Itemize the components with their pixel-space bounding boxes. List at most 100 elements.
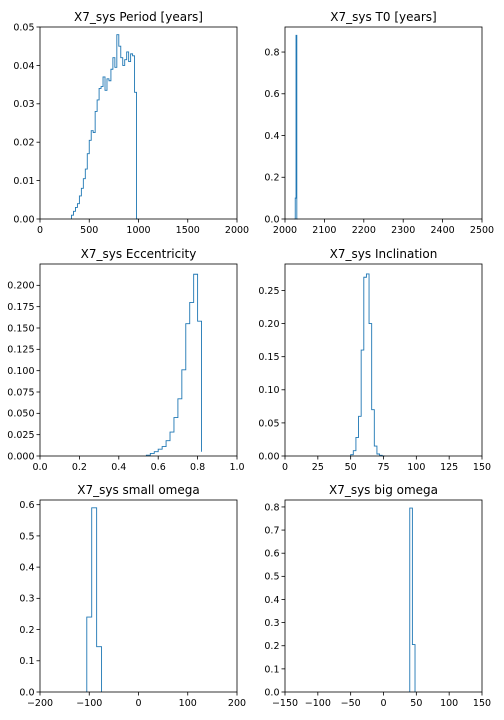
y-tick-label: 0.04 bbox=[13, 61, 34, 72]
x-tick-label: 75 bbox=[377, 462, 389, 473]
y-tick-label: 0.6 bbox=[264, 549, 279, 560]
x-tick-label: 0.4 bbox=[111, 462, 126, 473]
y-tick-label: 0.10 bbox=[258, 385, 279, 396]
histogram-series bbox=[71, 34, 139, 220]
x-tick-label: 0.2 bbox=[72, 462, 87, 473]
y-tick-label: 0.025 bbox=[7, 430, 34, 441]
axes-frame bbox=[284, 26, 483, 220]
x-tick-label: 50 bbox=[410, 698, 422, 709]
y-tick-label: 0.1 bbox=[264, 664, 279, 675]
x-tick-label: 0 bbox=[380, 698, 386, 709]
subplot-5: −200 −100 0 100 200 0.0 0.1 0.2 0.3 0.4 0.5 0.6 X7_s… bbox=[19, 483, 246, 709]
y-tick-label: 0.2 bbox=[264, 173, 279, 184]
y-tick-label: 0.03 bbox=[13, 99, 34, 110]
x-tick-label: 2100 bbox=[312, 225, 336, 236]
y-tick-label: 0.3 bbox=[19, 594, 34, 605]
subplot-title: X7_sys Period [years] bbox=[74, 10, 203, 24]
subplot-6: −150 −100 −50 0 50 100 150 0.0 0.1 0.2 0.3 0.4 0.5 0.… bbox=[264, 483, 491, 709]
x-tick-label: 2000 bbox=[273, 225, 297, 236]
x-tick-label: 100 bbox=[440, 698, 458, 709]
y-tick-label: 0.5 bbox=[264, 572, 279, 583]
y-tick-label: 0.0 bbox=[19, 687, 34, 698]
x-tick-label: −200 bbox=[27, 698, 53, 709]
x-tick-label: 500 bbox=[80, 225, 98, 236]
y-tick-label: 0.200 bbox=[7, 281, 34, 292]
y-tick-label: 0.075 bbox=[7, 387, 34, 398]
x-tick-label: 2200 bbox=[352, 225, 376, 236]
subplot-2: 2000 2100 2200 2300 2400 2500 0.0 0.2 0.4 0.6 0.8 X… bbox=[264, 10, 494, 236]
y-tick-label: 0.4 bbox=[264, 131, 279, 142]
x-tick-label: −100 bbox=[76, 698, 102, 709]
y-tick-label: 0.4 bbox=[264, 595, 279, 606]
axes-frame bbox=[39, 263, 238, 457]
histogram-series bbox=[350, 273, 385, 457]
y-tick-label: 0.150 bbox=[7, 323, 34, 334]
x-tick-label: 150 bbox=[473, 462, 491, 473]
x-tick-label: 1500 bbox=[176, 225, 200, 236]
y-tick-label: 0.0 bbox=[264, 687, 279, 698]
x-tick-label: −100 bbox=[305, 698, 331, 709]
histogram-series bbox=[409, 507, 416, 692]
x-tick-label: 2500 bbox=[470, 225, 494, 236]
histogram-series bbox=[86, 507, 103, 692]
subplot-4: 0 25 50 75 100 125 150 0.00 0.05 0.10 0.15 0.20 0.25… bbox=[258, 247, 491, 473]
subplot-title: X7_sys small omega bbox=[77, 483, 199, 497]
y-tick-label: 0.6 bbox=[264, 89, 279, 100]
y-tick-label: 0.0 bbox=[264, 214, 279, 225]
y-tick-label: 0.00 bbox=[13, 214, 34, 225]
y-tick-label: 0.000 bbox=[7, 451, 34, 462]
y-tick-label: 0.2 bbox=[264, 641, 279, 652]
x-tick-label: 0.8 bbox=[190, 462, 205, 473]
y-tick-label: 0.2 bbox=[19, 625, 34, 636]
subplot-1: 0 500 1000 1500 2000 0.00 0.01 0.02 0.03 0.04 0.05… bbox=[13, 10, 249, 236]
x-tick-label: −150 bbox=[272, 698, 298, 709]
x-tick-label: 100 bbox=[407, 462, 425, 473]
x-tick-label: 100 bbox=[179, 698, 197, 709]
y-tick-label: 0.3 bbox=[264, 618, 279, 629]
subplot-title: X7_sys Inclination bbox=[330, 247, 438, 261]
x-tick-label: 200 bbox=[228, 698, 246, 709]
x-tick-label: 0 bbox=[282, 462, 288, 473]
y-tick-label: 0.6 bbox=[19, 500, 34, 511]
y-tick-label: 0.8 bbox=[264, 47, 279, 58]
y-tick-label: 0.125 bbox=[7, 345, 34, 356]
y-tick-label: 0.5 bbox=[19, 531, 34, 542]
y-tick-label: 0.00 bbox=[258, 451, 279, 462]
y-tick-label: 0.02 bbox=[13, 138, 34, 149]
x-tick-label: 0 bbox=[135, 698, 141, 709]
subplot-title: X7_sys Eccentricity bbox=[81, 247, 197, 261]
subplot-3: 0.0 0.2 0.4 0.6 0.8 1.0 0.000 0.025 0.050 0.075 0.… bbox=[7, 247, 244, 473]
y-tick-label: 0.8 bbox=[264, 502, 279, 513]
subplot-title: X7_sys T0 [years] bbox=[330, 10, 436, 24]
x-tick-label: 25 bbox=[312, 462, 324, 473]
y-tick-label: 0.1 bbox=[19, 656, 34, 667]
histogram-series bbox=[145, 273, 202, 456]
x-tick-label: 0.6 bbox=[151, 462, 166, 473]
x-tick-label: 150 bbox=[473, 698, 491, 709]
y-tick-label: 0.050 bbox=[7, 409, 34, 420]
histogram-series bbox=[294, 34, 298, 220]
x-tick-label: 2300 bbox=[391, 225, 415, 236]
y-tick-label: 0.175 bbox=[7, 302, 34, 313]
subplot-title: X7_sys big omega bbox=[329, 483, 438, 497]
y-tick-label: 0.20 bbox=[258, 319, 279, 330]
y-tick-label: 0.01 bbox=[13, 176, 34, 187]
x-tick-label: 2000 bbox=[225, 225, 249, 236]
y-tick-label: 0.05 bbox=[13, 22, 34, 33]
x-tick-label: 0.0 bbox=[32, 462, 47, 473]
y-tick-label: 0.25 bbox=[258, 286, 279, 297]
x-tick-label: 50 bbox=[345, 462, 357, 473]
y-tick-label: 0.4 bbox=[19, 563, 34, 574]
x-tick-label: 0 bbox=[37, 225, 43, 236]
x-tick-label: 125 bbox=[440, 462, 458, 473]
x-tick-label: 1.0 bbox=[229, 462, 244, 473]
x-tick-label: −50 bbox=[341, 698, 361, 709]
y-tick-label: 0.05 bbox=[258, 418, 279, 429]
x-tick-label: 1000 bbox=[126, 225, 150, 236]
y-tick-label: 0.100 bbox=[7, 366, 34, 377]
y-tick-label: 0.7 bbox=[264, 525, 279, 536]
x-tick-label: 2400 bbox=[431, 225, 455, 236]
y-tick-label: 0.15 bbox=[258, 352, 279, 363]
